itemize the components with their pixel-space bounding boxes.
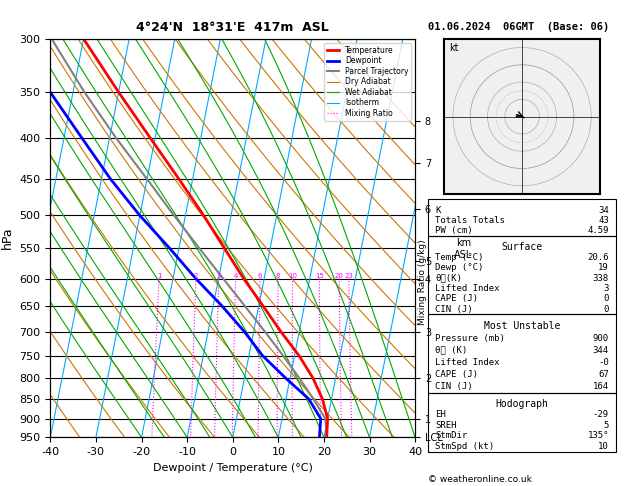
- Text: 3: 3: [216, 273, 221, 278]
- Text: θᴄ(K): θᴄ(K): [435, 274, 462, 282]
- Text: Dewp (°C): Dewp (°C): [435, 263, 484, 272]
- Text: 8: 8: [276, 273, 281, 278]
- Text: PW (cm): PW (cm): [435, 226, 473, 236]
- Text: 4.59: 4.59: [587, 226, 609, 236]
- Text: EH: EH: [435, 410, 446, 419]
- Text: 2: 2: [194, 273, 198, 278]
- X-axis label: Dewpoint / Temperature (°C): Dewpoint / Temperature (°C): [153, 463, 313, 473]
- Text: -0: -0: [598, 358, 609, 366]
- Text: Most Unstable: Most Unstable: [484, 321, 560, 331]
- Text: 34: 34: [598, 206, 609, 214]
- Text: Lifted Index: Lifted Index: [435, 284, 500, 293]
- Text: 164: 164: [593, 382, 609, 391]
- Text: 15: 15: [315, 273, 324, 278]
- Text: CAPE (J): CAPE (J): [435, 295, 478, 303]
- Text: StmDir: StmDir: [435, 432, 467, 440]
- Text: -29: -29: [593, 410, 609, 419]
- Y-axis label: km
ASL: km ASL: [454, 238, 472, 260]
- Text: 23: 23: [345, 273, 353, 278]
- Text: CAPE (J): CAPE (J): [435, 370, 478, 379]
- Text: 3: 3: [603, 284, 609, 293]
- Text: 43: 43: [598, 216, 609, 225]
- Legend: Temperature, Dewpoint, Parcel Trajectory, Dry Adiabat, Wet Adiabat, Isotherm, Mi: Temperature, Dewpoint, Parcel Trajectory…: [324, 43, 411, 121]
- Text: © weatheronline.co.uk: © weatheronline.co.uk: [428, 474, 532, 484]
- Text: kt: kt: [450, 43, 459, 53]
- Text: CIN (J): CIN (J): [435, 382, 473, 391]
- Text: θᴄ (K): θᴄ (K): [435, 346, 467, 355]
- Text: Lifted Index: Lifted Index: [435, 358, 500, 366]
- Text: 4: 4: [233, 273, 238, 278]
- Text: 01.06.2024  06GMT  (Base: 06): 01.06.2024 06GMT (Base: 06): [428, 22, 609, 32]
- Text: 67: 67: [598, 370, 609, 379]
- Text: 10: 10: [288, 273, 297, 278]
- Text: 900: 900: [593, 333, 609, 343]
- Text: Temp (°C): Temp (°C): [435, 253, 484, 261]
- Text: CIN (J): CIN (J): [435, 305, 473, 314]
- Text: Pressure (mb): Pressure (mb): [435, 333, 505, 343]
- Text: 10: 10: [598, 442, 609, 451]
- Text: 0: 0: [603, 295, 609, 303]
- Text: Surface: Surface: [501, 242, 543, 252]
- Y-axis label: hPa: hPa: [1, 227, 14, 249]
- Text: StmSpd (kt): StmSpd (kt): [435, 442, 494, 451]
- Text: 338: 338: [593, 274, 609, 282]
- Text: K: K: [435, 206, 441, 214]
- Text: 20.6: 20.6: [587, 253, 609, 261]
- Text: 344: 344: [593, 346, 609, 355]
- Text: 1: 1: [157, 273, 161, 278]
- Text: 20: 20: [335, 273, 343, 278]
- Text: 19: 19: [598, 263, 609, 272]
- Text: 5: 5: [603, 421, 609, 430]
- Text: Totals Totals: Totals Totals: [435, 216, 505, 225]
- Text: SREH: SREH: [435, 421, 457, 430]
- Text: Mixing Ratio (g/kg): Mixing Ratio (g/kg): [418, 239, 427, 325]
- Title: 4°24'N  18°31'E  417m  ASL: 4°24'N 18°31'E 417m ASL: [136, 20, 329, 34]
- Text: 6: 6: [258, 273, 262, 278]
- Text: Hodograph: Hodograph: [496, 399, 548, 409]
- Text: 0: 0: [603, 305, 609, 314]
- Text: 135°: 135°: [587, 432, 609, 440]
